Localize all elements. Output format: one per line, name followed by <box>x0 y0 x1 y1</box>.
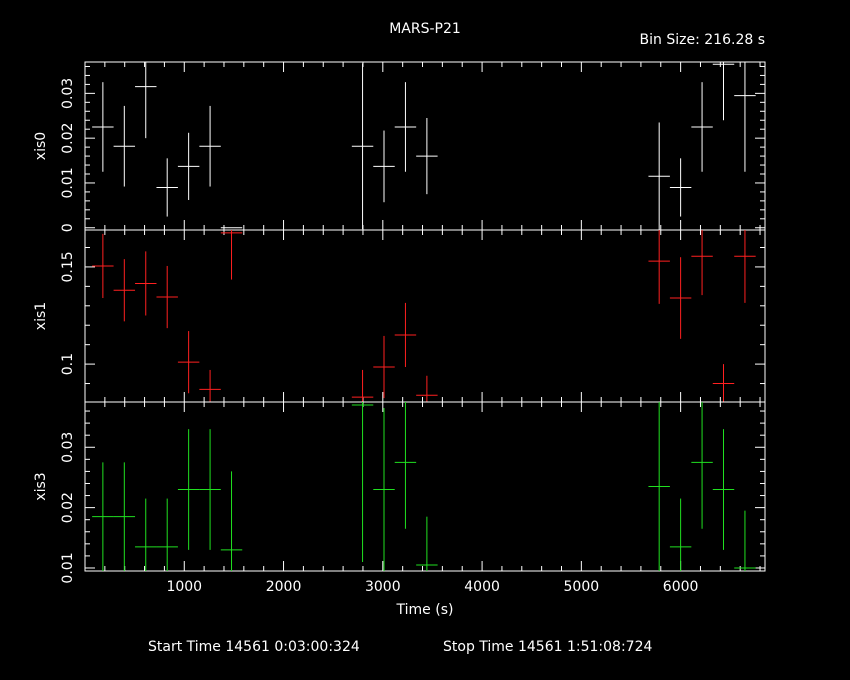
y-tick-label: 0.15 <box>60 251 76 282</box>
panel-frame <box>84 229 766 403</box>
data-point <box>199 429 221 550</box>
data-point <box>351 369 374 402</box>
chart-title: MARS-P21 <box>389 21 461 37</box>
stop-time-label: Stop Time 14561 1:51:08:724 <box>443 639 652 655</box>
data-point <box>156 158 178 217</box>
panel-frame <box>84 401 766 572</box>
data-point <box>199 105 221 187</box>
start-time-label: Start Time 14561 0:03:00:324 <box>148 639 360 655</box>
y-axis-label: xis3 <box>33 472 49 500</box>
data-point <box>113 259 136 322</box>
data-point <box>691 402 713 529</box>
y-tick-label: 0 <box>60 223 76 232</box>
x-tick-label: 5000 <box>564 579 600 595</box>
data-point <box>177 331 200 394</box>
y-tick-label: 0.02 <box>60 123 76 154</box>
data-point <box>691 82 713 172</box>
data-point <box>156 265 178 329</box>
series-xis0 <box>92 62 756 230</box>
bin-size-label: Bin Size: 216.28 s <box>640 32 765 48</box>
data-point <box>416 516 438 571</box>
data-point <box>135 251 157 316</box>
data-point <box>92 82 114 172</box>
panel-xis1: 0.1 0.15 xis1 <box>33 229 766 403</box>
data-point <box>648 230 670 304</box>
data-point <box>177 132 200 200</box>
x-axis-label: Time (s) <box>396 602 454 618</box>
data-point <box>351 402 374 562</box>
data-point <box>669 257 692 339</box>
y-tick-label: 0.01 <box>60 167 76 198</box>
data-point <box>712 429 735 550</box>
data-point <box>373 408 395 571</box>
data-point <box>113 462 136 571</box>
series-xis1 <box>92 230 756 402</box>
chart-panels: 0 0.01 0.02 0.03 xis0 0.1 0.15 xis1 0.01 0.02 0.03… <box>33 61 766 595</box>
panel-xis3: 0.01 0.02 0.03 xis3 1000 2000 3000 4000 5000 6000 <box>33 401 766 595</box>
data-point <box>416 118 438 195</box>
data-point <box>92 233 114 299</box>
data-point <box>416 375 438 402</box>
y-tick-label: 0.03 <box>60 78 76 109</box>
x-tick-label: 4000 <box>464 579 500 595</box>
y-axis-label: xis0 <box>33 132 49 160</box>
data-point <box>734 510 756 571</box>
data-point <box>691 230 713 296</box>
x-tick-label: 3000 <box>365 579 401 595</box>
data-point <box>712 364 735 402</box>
data-point <box>351 63 374 230</box>
data-point <box>712 62 735 121</box>
y-tick-label: 0.01 <box>60 552 76 583</box>
panel-xis0: 0 0.01 0.02 0.03 xis0 <box>33 61 766 232</box>
data-point <box>220 230 243 280</box>
data-point <box>734 62 756 172</box>
data-point <box>669 158 692 217</box>
series-xis3 <box>92 402 756 571</box>
data-point <box>648 122 670 230</box>
data-point <box>199 369 221 402</box>
data-point <box>113 105 136 187</box>
data-point <box>92 462 114 571</box>
panel-frame <box>84 61 766 231</box>
data-point <box>373 130 395 203</box>
y-tick-label: 0.1 <box>60 353 76 375</box>
data-point <box>394 82 417 172</box>
y-tick-label: 0.02 <box>60 492 76 523</box>
y-tick-label: 0.03 <box>60 432 76 463</box>
x-tick-label: 2000 <box>266 579 302 595</box>
data-point <box>177 429 200 550</box>
data-point <box>156 498 178 571</box>
data-point <box>220 471 243 571</box>
data-point <box>394 302 417 368</box>
data-point <box>373 335 395 399</box>
x-tick-label: 6000 <box>663 579 699 595</box>
y-axis-label: xis1 <box>33 302 49 330</box>
data-point <box>135 62 157 139</box>
data-point <box>394 402 417 529</box>
data-point <box>669 498 692 571</box>
data-point <box>648 402 670 571</box>
data-point <box>135 498 157 571</box>
data-point <box>734 230 756 303</box>
x-tick-label: 1000 <box>166 579 202 595</box>
